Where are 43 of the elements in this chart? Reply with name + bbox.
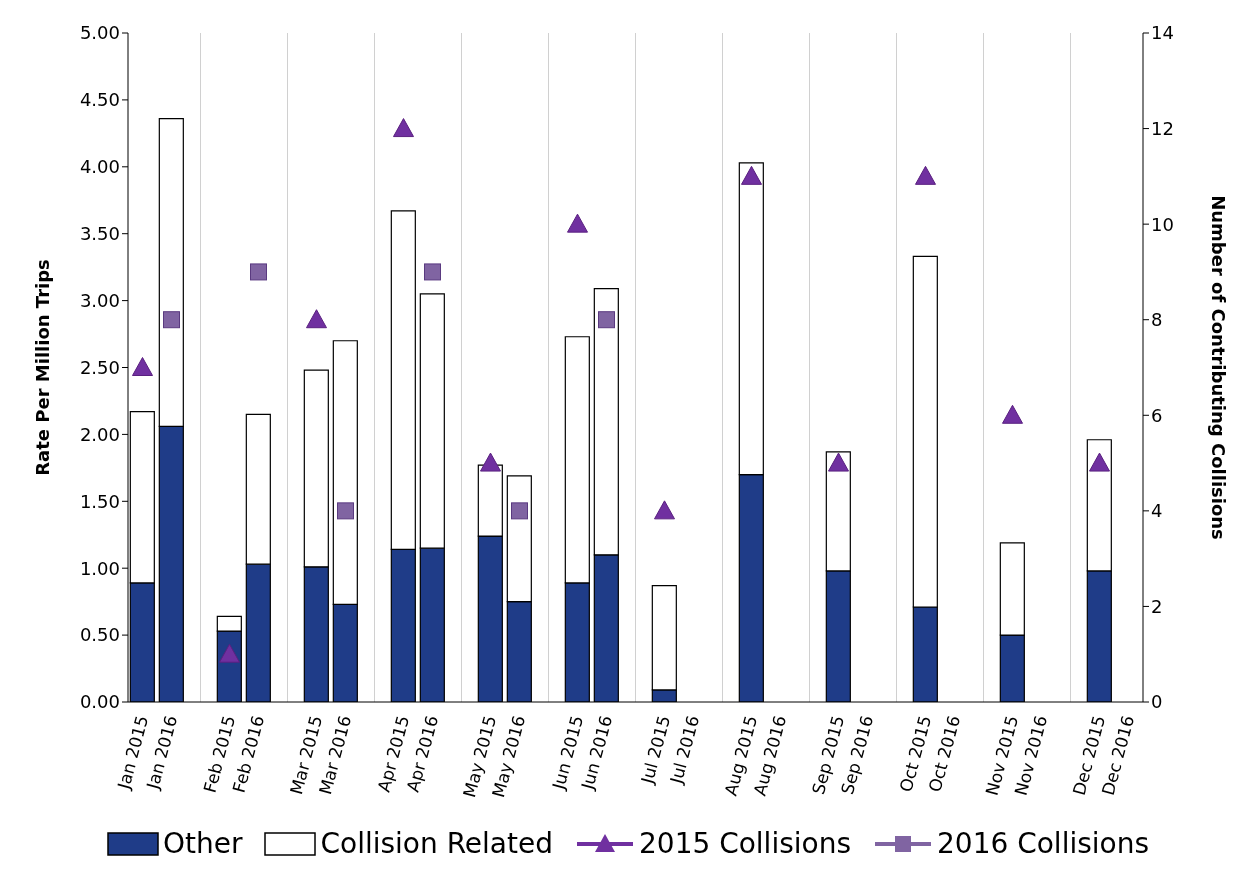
y-tick-label: 0.00 — [79, 691, 120, 713]
point — [219, 643, 240, 663]
y2-tick-label: 0 — [1151, 691, 1163, 713]
legend-label: Collision Related — [320, 827, 553, 860]
y2-tick-label: 14 — [1151, 22, 1174, 44]
y-tick-label: 2.50 — [79, 356, 120, 378]
legend-label: 2015 Collisions — [639, 827, 852, 860]
point — [250, 263, 267, 281]
point — [424, 263, 441, 281]
legend-label: 2016 Collisions — [937, 827, 1150, 860]
y2-tick-label: 12 — [1151, 117, 1174, 139]
y-tick-label: 2.00 — [79, 423, 120, 445]
point — [1002, 404, 1023, 424]
point — [654, 500, 675, 520]
y-tick-label: 5.00 — [79, 22, 120, 44]
point — [511, 502, 528, 520]
y-tick-label: 3.50 — [79, 223, 120, 245]
point — [828, 452, 849, 472]
point — [567, 213, 588, 233]
y-axis-title: Rate Per Million Trips — [32, 259, 54, 476]
y-tick-label: 1.00 — [79, 557, 120, 579]
point — [480, 452, 501, 472]
point — [306, 309, 327, 329]
point — [163, 311, 180, 329]
y-tick-label: 1.50 — [79, 490, 120, 512]
point — [393, 118, 414, 138]
point — [337, 502, 354, 520]
point — [598, 311, 615, 329]
point — [741, 165, 762, 185]
y-tick-label: 4.00 — [79, 156, 120, 178]
y2-tick-label: 8 — [1151, 309, 1163, 331]
y-tick-label: 0.50 — [79, 624, 120, 646]
y2-axis-title: Number of Contributing Collisions — [1207, 195, 1229, 540]
y-tick-label: 3.00 — [79, 289, 120, 311]
point — [1089, 452, 1110, 472]
point — [132, 357, 153, 376]
point — [915, 165, 936, 185]
y2-tick-label: 2 — [1151, 595, 1163, 617]
y2-tick-label: 6 — [1151, 404, 1163, 426]
y2-tick-label: 10 — [1151, 213, 1174, 235]
y2-tick-label: 4 — [1151, 500, 1163, 522]
y-tick-label: 4.50 — [79, 89, 120, 111]
legend-label: Other — [162, 827, 243, 860]
